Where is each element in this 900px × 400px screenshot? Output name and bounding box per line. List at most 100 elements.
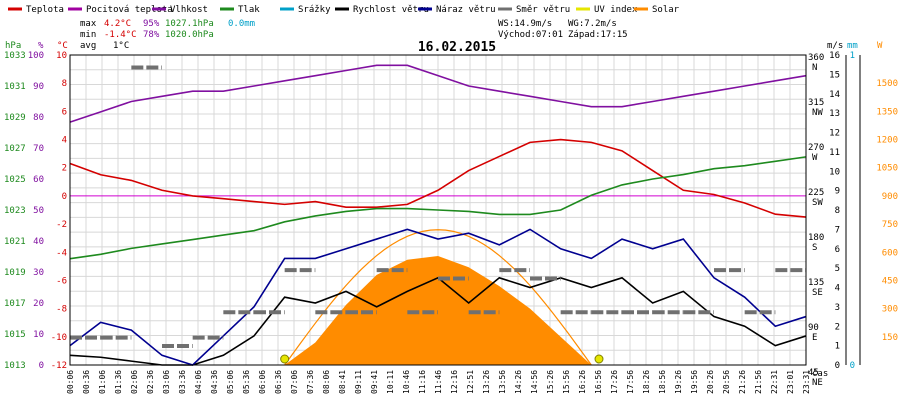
x-tick-label: 04:06 bbox=[194, 370, 203, 394]
sunrise: Východ:07:01 bbox=[498, 30, 563, 40]
solar-tick: 600 bbox=[882, 248, 898, 258]
humidity-tick: 30 bbox=[33, 268, 44, 278]
humidity-tick: 70 bbox=[33, 144, 44, 154]
pressure-tick: 1021 bbox=[4, 237, 26, 247]
wind-tick: 15 bbox=[829, 70, 840, 80]
direction-tick-name: SE bbox=[812, 288, 823, 298]
humidity-tick: 10 bbox=[33, 330, 44, 340]
wind-tick: 2 bbox=[835, 322, 840, 332]
direction-tick: 90 bbox=[808, 323, 819, 333]
x-tick-label: 03:36 bbox=[178, 370, 187, 394]
pressure-tick: 1019 bbox=[4, 268, 26, 278]
sunset: Západ:17:15 bbox=[568, 30, 628, 40]
temperature-tick: -6 bbox=[56, 276, 67, 286]
x-tick-label: 06:36 bbox=[274, 370, 283, 394]
x-tick-label: 20:56 bbox=[722, 370, 731, 394]
x-tick-label: 16:26 bbox=[578, 370, 587, 394]
wind-tick: 11 bbox=[829, 148, 840, 158]
plot-frame bbox=[69, 54, 807, 366]
x-axis-label: čas bbox=[812, 368, 828, 379]
x-tick-label: 01:36 bbox=[114, 370, 123, 394]
wind-tick: 3 bbox=[835, 303, 840, 313]
x-tick-label: 11:46 bbox=[434, 370, 443, 394]
x-tick-label: 07:36 bbox=[306, 370, 315, 394]
solar-tick: 1350 bbox=[876, 107, 898, 117]
humidity-unit: % bbox=[38, 41, 44, 51]
legend-label-8: UV index bbox=[594, 5, 638, 15]
avg-temp: 1°C bbox=[113, 41, 129, 51]
humidity-tick: 0 bbox=[39, 361, 44, 371]
x-tick-label: 18:26 bbox=[642, 370, 651, 394]
temperature-tick: 8 bbox=[62, 79, 67, 89]
x-tick-label: 21:56 bbox=[754, 370, 763, 394]
x-tick-label: 05:36 bbox=[242, 370, 251, 394]
direction-tick: 225 bbox=[808, 188, 824, 198]
pressure-tick: 1017 bbox=[4, 299, 26, 309]
series-line-1 bbox=[69, 64, 807, 123]
pressure-tick: 1027 bbox=[4, 144, 26, 154]
x-tick-label: 06:06 bbox=[258, 370, 267, 394]
legend-label-2: Vlhkost bbox=[170, 5, 208, 15]
temperature-tick: -2 bbox=[56, 220, 67, 230]
max-hum: 95% bbox=[143, 19, 160, 29]
wind-direction-series bbox=[70, 65, 806, 349]
solar-tick: 1050 bbox=[876, 164, 898, 174]
solar-tick: 900 bbox=[882, 192, 898, 202]
wind-tick: 6 bbox=[835, 245, 840, 255]
wind-tick: 4 bbox=[835, 284, 840, 294]
avg-label: avg bbox=[80, 41, 96, 51]
axis-unit-labels: hPa % °C m/s mm W čas bbox=[5, 41, 883, 379]
wind-tick: 8 bbox=[835, 206, 840, 216]
x-tick-label: 11:16 bbox=[418, 370, 427, 394]
temperature-tick: 0 bbox=[62, 192, 67, 202]
x-tick-label: 02:06 bbox=[130, 370, 139, 394]
temperature-tick: 10 bbox=[56, 51, 67, 61]
x-tick-label: 00:36 bbox=[82, 370, 91, 394]
direction-tick-name: S bbox=[812, 243, 817, 253]
x-tick-label: 07:06 bbox=[290, 370, 299, 394]
direction-tick-name: NW bbox=[812, 108, 823, 118]
x-tick-label: 19:26 bbox=[674, 370, 683, 394]
min-label: min bbox=[80, 30, 96, 40]
legend-label-4: Srážky bbox=[298, 5, 331, 15]
direction-tick: 135 bbox=[808, 278, 824, 288]
temperature-tick: 6 bbox=[62, 107, 67, 117]
x-tick-label: 19:56 bbox=[690, 370, 699, 394]
pressure-tick: 1029 bbox=[4, 113, 26, 123]
series-line-0 bbox=[69, 138, 807, 218]
x-tick-label: 12:16 bbox=[450, 370, 459, 394]
humidity-tick: 40 bbox=[33, 237, 44, 247]
x-tick-label: 23:01 bbox=[786, 370, 795, 394]
max-label: max bbox=[80, 19, 97, 29]
max-temp: 4.2°C bbox=[104, 19, 131, 29]
x-tick-label: 14:56 bbox=[530, 370, 539, 394]
temperature-tick: 2 bbox=[62, 164, 67, 174]
ws-value: WS:14.9m/s bbox=[498, 19, 552, 29]
direction-tick-name: NE bbox=[812, 378, 823, 388]
legend-label-7: Směr větru bbox=[516, 5, 570, 15]
pressure-tick: 1023 bbox=[4, 206, 26, 216]
humidity-tick: 60 bbox=[33, 175, 44, 185]
min-press: 1020.0hPa bbox=[165, 30, 214, 40]
solar-tick: 1500 bbox=[876, 79, 898, 89]
x-tick-label: 21:26 bbox=[738, 370, 747, 394]
temperature-tick: -10 bbox=[51, 333, 67, 343]
wind-tick: 1 bbox=[835, 342, 840, 352]
wind-tick: 16 bbox=[829, 51, 840, 61]
x-tick-label: 15:56 bbox=[562, 370, 571, 394]
legend-label-3: Tlak bbox=[238, 5, 260, 15]
x-tick-label: 10:11 bbox=[386, 370, 395, 394]
x-tick-label: 16:56 bbox=[594, 370, 603, 394]
uv-marker-1 bbox=[594, 354, 604, 364]
wind-stats: WS:14.9m/s WG:7.2m/s Východ:07:01 Západ:… bbox=[498, 19, 628, 40]
humidity-tick: 20 bbox=[33, 299, 44, 309]
legend-label-9: Solar bbox=[652, 5, 680, 15]
x-tick-label: 10:46 bbox=[402, 370, 411, 394]
x-tick-label: 04:36 bbox=[210, 370, 219, 394]
temperature-tick: -12 bbox=[51, 361, 67, 371]
rain-total: 0.0mm bbox=[228, 19, 255, 29]
humidity-tick: 80 bbox=[33, 113, 44, 123]
pressure-tick: 1025 bbox=[4, 175, 26, 185]
x-tick-label: 17:56 bbox=[626, 370, 635, 394]
y-axes: 1033103110291027102510231021101910171015… bbox=[4, 51, 898, 388]
